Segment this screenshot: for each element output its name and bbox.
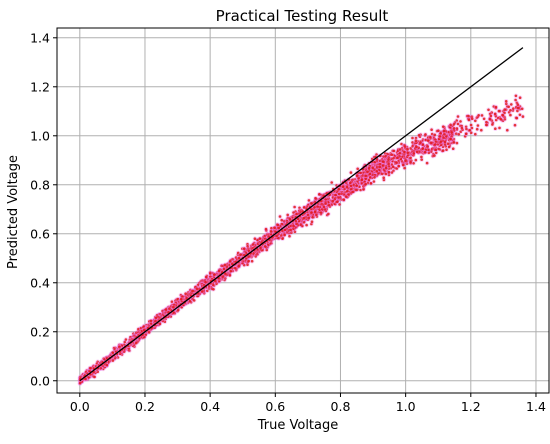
scatter-point xyxy=(494,127,497,130)
scatter-point xyxy=(415,139,418,142)
scatter-point xyxy=(327,213,330,216)
scatter-point xyxy=(477,124,480,127)
scatter-point xyxy=(442,149,445,152)
scatter-point xyxy=(477,114,480,117)
scatter-point xyxy=(125,338,128,341)
scatter-point xyxy=(515,95,518,98)
scatter-point xyxy=(355,189,358,192)
scatter-point xyxy=(311,220,314,223)
scatter-point xyxy=(356,168,359,171)
scatter-point xyxy=(516,117,519,120)
scatter-point xyxy=(474,120,477,123)
scatter-point xyxy=(411,137,414,140)
scatter-point xyxy=(480,129,483,132)
scatter-point xyxy=(393,150,396,153)
scatter-point xyxy=(426,162,429,165)
scatter-point xyxy=(495,106,498,109)
scatter-point xyxy=(305,224,308,227)
scatter-point xyxy=(318,193,321,196)
scatter-point xyxy=(193,299,196,302)
scatter-point xyxy=(522,115,525,118)
scatter-point xyxy=(461,127,464,130)
scatter-point xyxy=(350,171,353,174)
scatter-point xyxy=(399,148,402,151)
scatter-point xyxy=(470,124,473,127)
scatter-point xyxy=(205,276,208,279)
scatter-point xyxy=(476,128,479,131)
scatter-point xyxy=(243,248,246,251)
scatter-point xyxy=(434,134,437,137)
scatter-point xyxy=(429,136,432,139)
scatter-point xyxy=(505,100,508,103)
scatter-point xyxy=(474,133,477,136)
scatter-point xyxy=(517,107,520,110)
scatter-point xyxy=(445,148,448,151)
scatter-point xyxy=(280,219,283,222)
scatter-point xyxy=(465,133,468,136)
scatter-point xyxy=(251,260,254,263)
scatter-point xyxy=(509,109,512,112)
scatter-point xyxy=(362,188,365,191)
scatter-point xyxy=(498,110,501,113)
scatter-point xyxy=(490,115,493,118)
scatter-point xyxy=(212,288,215,291)
scatter-point xyxy=(419,141,422,144)
scatter-point xyxy=(448,146,451,149)
chart-title: Practical Testing Result xyxy=(216,7,389,25)
scatter-point xyxy=(489,118,492,121)
scatter-point xyxy=(415,159,418,162)
scatter-point xyxy=(177,309,180,312)
scatter-point xyxy=(514,124,517,127)
scatter-point xyxy=(406,152,409,155)
scatter-point xyxy=(514,99,517,102)
scatter-point xyxy=(498,127,501,130)
scatter-point xyxy=(392,166,395,169)
scatter-point xyxy=(471,117,474,120)
scatter-point xyxy=(430,128,433,131)
scatter-point xyxy=(452,147,455,150)
scatter-point xyxy=(381,173,384,176)
scatter-point xyxy=(509,114,512,117)
scatter-point xyxy=(506,129,509,132)
scatter-point xyxy=(487,109,490,112)
scatter-point xyxy=(314,197,317,200)
scatter-point xyxy=(330,181,333,184)
scatter-point xyxy=(112,359,115,362)
scatter-point xyxy=(279,215,282,218)
scatter-point xyxy=(397,165,400,168)
scatter-point xyxy=(273,226,276,229)
scatter-point xyxy=(281,237,284,240)
scatter-point xyxy=(491,123,494,126)
scatter-point xyxy=(409,161,412,164)
scatter-point xyxy=(521,108,524,111)
scatter-point xyxy=(293,206,296,209)
